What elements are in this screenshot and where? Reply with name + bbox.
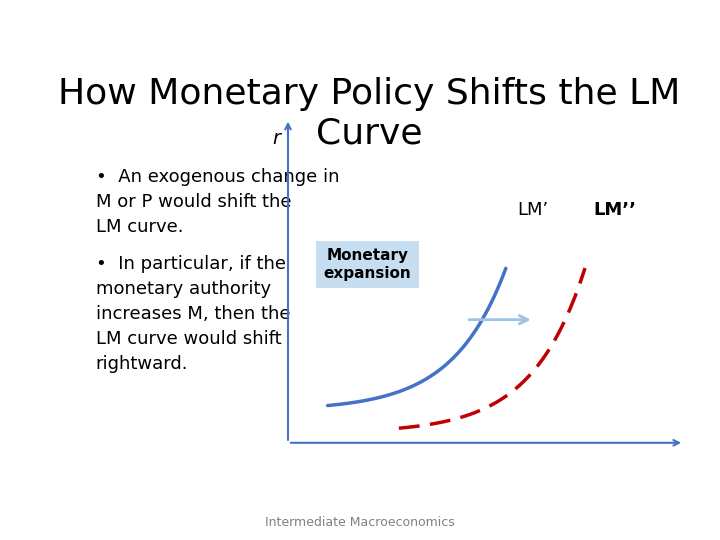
Text: increases M, then the: increases M, then the <box>96 305 290 323</box>
Text: monetary authority: monetary authority <box>96 280 271 298</box>
Text: •  An exogenous change in: • An exogenous change in <box>96 168 339 186</box>
Text: M or P would shift the: M or P would shift the <box>96 193 291 211</box>
Text: LM curve would shift: LM curve would shift <box>96 330 282 348</box>
Text: r: r <box>272 129 280 147</box>
Text: LM’’: LM’’ <box>593 200 636 219</box>
Text: Monetary
expansion: Monetary expansion <box>323 248 411 281</box>
Text: rightward.: rightward. <box>96 355 188 373</box>
Text: •  In particular, if the: • In particular, if the <box>96 255 286 273</box>
Text: LM curve.: LM curve. <box>96 218 183 236</box>
Text: How Monetary Policy Shifts the LM
Curve: How Monetary Policy Shifts the LM Curve <box>58 77 680 151</box>
Text: Intermediate Macroeconomics: Intermediate Macroeconomics <box>265 516 455 529</box>
Text: LM’: LM’ <box>518 200 549 219</box>
